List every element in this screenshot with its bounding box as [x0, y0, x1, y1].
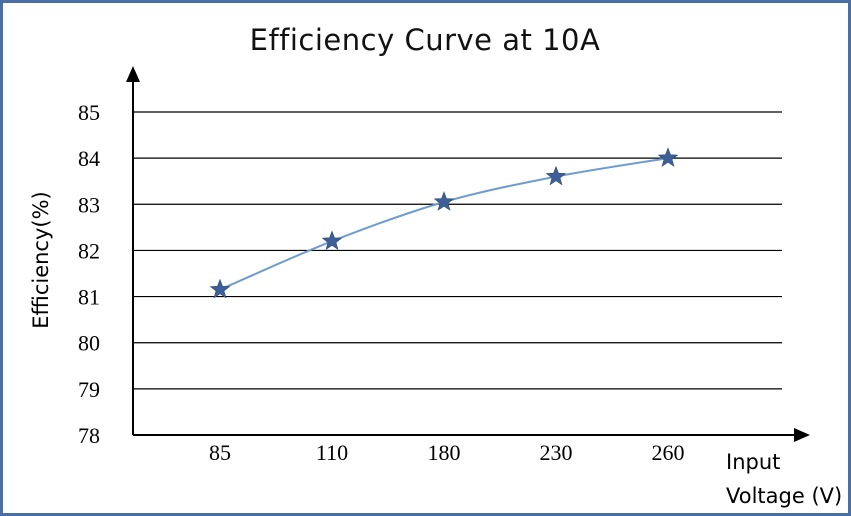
y-axis-arrow-icon — [126, 66, 140, 82]
data-point-star-icon — [321, 230, 343, 250]
x-axis-label-line1: Input — [726, 450, 780, 474]
data-point-star-icon — [433, 191, 455, 211]
y-tick-label: 81 — [78, 285, 100, 310]
y-tick-label: 84 — [78, 146, 100, 171]
x-tick-label: 85 — [209, 440, 231, 465]
y-tick-label: 83 — [78, 192, 100, 217]
data-point-star-icon — [657, 147, 679, 167]
series-efficiency — [209, 147, 679, 299]
x-axis-arrow-icon — [794, 428, 810, 442]
x-tick-label: 110 — [316, 440, 348, 465]
y-tick-label: 80 — [78, 331, 100, 356]
x-tick-labels: 85 110 180 230 260 — [209, 440, 685, 465]
y-tick-label: 78 — [78, 423, 100, 448]
y-tick-label: 85 — [78, 100, 100, 125]
y-tick-label: 82 — [78, 238, 100, 263]
x-axis-label-line2: Voltage (V) — [726, 484, 842, 508]
gridlines — [133, 111, 782, 390]
data-point-star-icon — [209, 278, 231, 299]
series-line — [219, 157, 669, 291]
y-axis-label: Efficiency(%) — [29, 191, 53, 329]
x-tick-label: 230 — [540, 440, 573, 465]
x-tick-label: 180 — [428, 440, 461, 465]
y-tick-labels: 78 79 80 81 82 83 84 85 — [78, 100, 100, 448]
y-tick-label: 79 — [78, 377, 100, 402]
data-point-star-icon — [545, 165, 567, 186]
chart-title: Efficiency Curve at 10A — [250, 23, 601, 57]
x-tick-label: 260 — [652, 440, 685, 465]
